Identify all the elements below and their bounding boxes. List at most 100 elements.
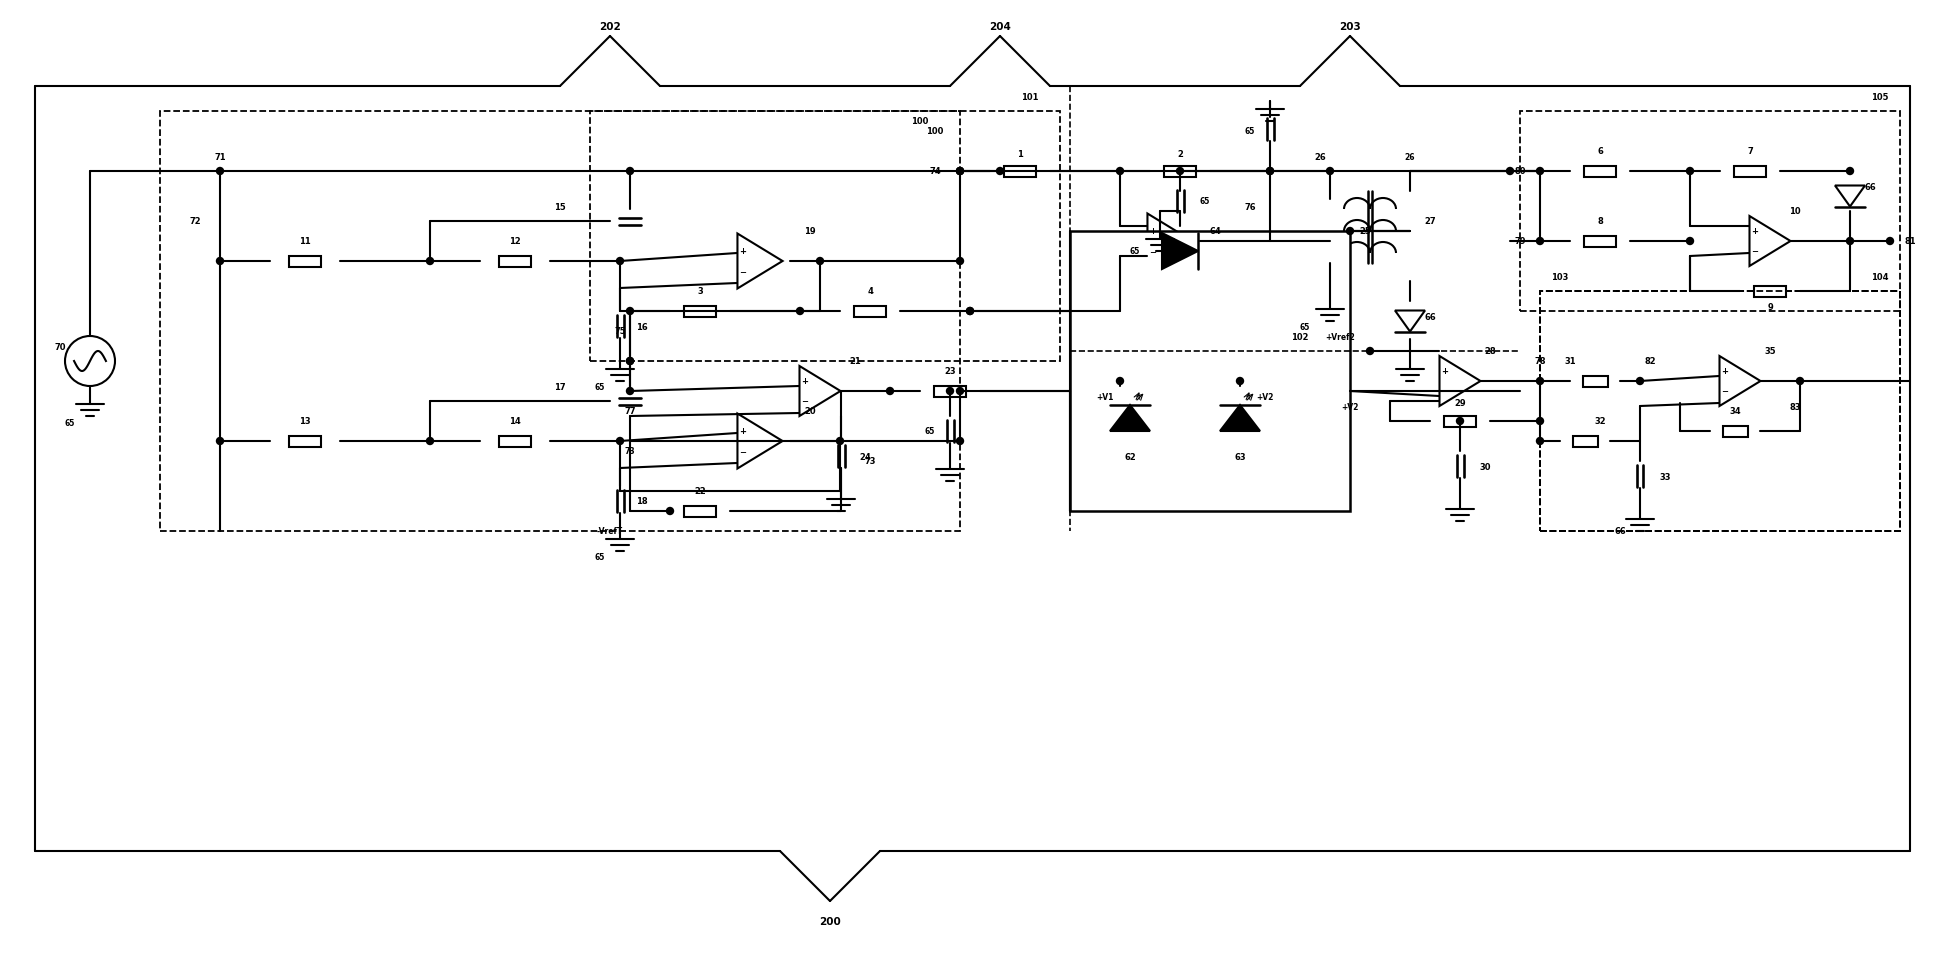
Text: 65: 65 [596, 552, 606, 561]
Text: +V2: +V2 [1341, 402, 1359, 411]
Circle shape [1846, 168, 1854, 175]
Text: 105: 105 [1871, 92, 1889, 102]
Text: −: − [1750, 247, 1758, 257]
Circle shape [1536, 378, 1544, 385]
Text: 29: 29 [1454, 399, 1466, 408]
Text: 74: 74 [929, 167, 940, 176]
Circle shape [956, 259, 964, 265]
Bar [1585, 166, 1616, 178]
Text: 11: 11 [300, 237, 312, 246]
Circle shape [1536, 168, 1544, 175]
Bar [1005, 166, 1036, 178]
Text: 76: 76 [1244, 202, 1256, 211]
Text: 65: 65 [925, 427, 935, 436]
Circle shape [1116, 168, 1123, 175]
Circle shape [1637, 378, 1643, 385]
Text: +: + [740, 246, 746, 256]
Text: +: + [1750, 227, 1758, 236]
Polygon shape [800, 366, 841, 416]
Text: 65: 65 [1199, 197, 1211, 207]
Text: 33: 33 [1659, 472, 1671, 481]
Text: 16: 16 [637, 322, 648, 332]
Text: 64: 64 [1209, 227, 1221, 236]
Bar [1521, 111, 1900, 311]
Circle shape [886, 388, 894, 395]
Bar [1164, 166, 1195, 178]
Text: 26: 26 [1404, 153, 1415, 161]
Text: −: − [740, 268, 746, 277]
Text: +: + [800, 377, 808, 386]
Text: 3: 3 [697, 287, 703, 296]
Circle shape [1797, 378, 1803, 385]
Bar [1573, 436, 1597, 447]
Text: −: − [740, 448, 746, 457]
Text: 79: 79 [1515, 237, 1526, 246]
Text: 102: 102 [1291, 333, 1308, 341]
Bar [1583, 376, 1608, 387]
Bar [683, 307, 716, 317]
Text: 65: 65 [1244, 128, 1256, 136]
Text: 72: 72 [189, 217, 201, 226]
Bar [1540, 292, 1900, 531]
Circle shape [426, 438, 434, 445]
Circle shape [1686, 238, 1694, 245]
Polygon shape [1750, 217, 1791, 267]
Text: 25: 25 [1359, 227, 1371, 236]
Text: 103: 103 [1552, 272, 1569, 282]
Circle shape [1536, 238, 1544, 245]
Text: 203: 203 [1340, 22, 1361, 32]
Text: +V2: +V2 [1256, 392, 1273, 401]
Bar [1754, 286, 1785, 297]
Polygon shape [738, 414, 783, 469]
Text: 202: 202 [600, 22, 621, 32]
Circle shape [627, 308, 633, 315]
Bar [935, 386, 966, 397]
Bar [160, 111, 960, 531]
Text: 14: 14 [508, 417, 522, 426]
Circle shape [1116, 308, 1123, 315]
Text: −: − [800, 397, 808, 407]
Circle shape [837, 438, 843, 445]
Polygon shape [1110, 406, 1151, 431]
Circle shape [1326, 168, 1334, 175]
Circle shape [617, 259, 623, 265]
Circle shape [1266, 168, 1273, 175]
Circle shape [956, 168, 964, 175]
Circle shape [1236, 378, 1244, 385]
Text: 35: 35 [1764, 347, 1776, 357]
Circle shape [627, 388, 633, 395]
Text: 82: 82 [1643, 357, 1655, 366]
Text: 32: 32 [1595, 417, 1606, 426]
Circle shape [64, 336, 115, 386]
Polygon shape [1221, 406, 1260, 431]
Text: +: + [1149, 226, 1157, 235]
Text: 7: 7 [1746, 147, 1752, 157]
Circle shape [666, 508, 674, 515]
Bar [1585, 236, 1616, 247]
Circle shape [956, 168, 964, 175]
Text: 66: 66 [1614, 527, 1626, 536]
Bar [1445, 416, 1476, 427]
Text: 70: 70 [55, 342, 66, 351]
Bar [1723, 426, 1748, 437]
Circle shape [627, 168, 633, 175]
Circle shape [956, 388, 964, 395]
Circle shape [1686, 168, 1694, 175]
Text: 17: 17 [555, 382, 567, 391]
Text: 80: 80 [1515, 167, 1526, 176]
Polygon shape [738, 234, 783, 289]
Circle shape [1507, 168, 1513, 175]
Circle shape [956, 168, 964, 175]
Text: 4: 4 [866, 287, 872, 296]
Text: +Vref2: +Vref2 [1326, 333, 1355, 341]
Circle shape [1536, 418, 1544, 425]
Text: 24: 24 [859, 452, 870, 461]
Text: 63: 63 [1234, 452, 1246, 461]
Circle shape [627, 358, 633, 365]
Circle shape [627, 358, 633, 365]
Circle shape [216, 259, 224, 265]
Circle shape [956, 438, 964, 445]
Bar [1735, 166, 1766, 178]
Bar [683, 506, 716, 517]
Circle shape [1176, 168, 1184, 175]
